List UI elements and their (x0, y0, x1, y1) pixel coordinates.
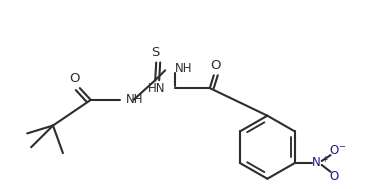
Text: −: − (338, 142, 345, 151)
Text: O: O (329, 170, 338, 183)
Text: NH: NH (125, 93, 143, 106)
Text: S: S (151, 46, 159, 59)
Text: O: O (210, 59, 221, 72)
Text: O: O (329, 144, 338, 157)
Text: N: N (312, 156, 321, 170)
Text: NH: NH (175, 62, 193, 75)
Text: O: O (70, 72, 80, 85)
Text: +: + (321, 155, 328, 163)
Text: HN: HN (148, 82, 165, 95)
